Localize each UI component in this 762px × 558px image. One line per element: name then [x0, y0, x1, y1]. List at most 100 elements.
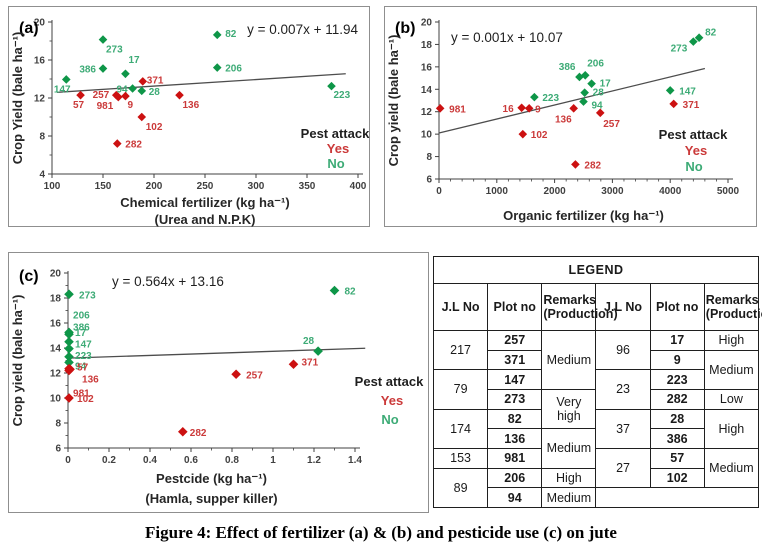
point-label-9: 9 — [127, 100, 133, 111]
point-label-28: 28 — [593, 88, 605, 99]
point-label-28: 28 — [303, 336, 315, 347]
plot-cell: 257 — [487, 330, 543, 351]
point-label-94: 94 — [75, 361, 87, 372]
point-label-94: 94 — [592, 101, 604, 112]
y-tick-label: 6 — [55, 444, 61, 455]
point-147 — [64, 343, 74, 354]
jl-cell: 174 — [432, 408, 489, 449]
legend-title-row: LEGEND — [433, 256, 759, 284]
jl-cell: 37 — [595, 408, 651, 449]
point-9 — [524, 104, 534, 113]
axes — [438, 20, 733, 180]
point-16 — [517, 103, 526, 113]
y-axis-title: Crop Yield (bale ha⁻¹) — [10, 32, 25, 165]
x-tick-label: 350 — [299, 181, 316, 192]
point-label-273: 273 — [106, 45, 123, 56]
x-tick-label: 0.8 — [225, 455, 239, 466]
chart-a-svg: 100 150 200 250 300 350 400 4 8 12 16 20 147 273 386 17… — [10, 18, 370, 228]
x-axis-title: Pestcide (kg ha⁻¹) — [156, 471, 267, 486]
point-28 — [313, 346, 323, 356]
panel-label: (c) — [19, 268, 39, 285]
x-tick-label: 200 — [146, 181, 163, 192]
table-row: 371 9 Medium — [434, 349, 760, 390]
point-102 — [64, 393, 74, 403]
point-273 — [64, 289, 74, 300]
point-371 — [288, 359, 299, 370]
y-tick-label: 14 — [50, 344, 62, 355]
point-257 — [231, 369, 241, 380]
point-label-82: 82 — [705, 28, 717, 39]
point-label-206: 206 — [225, 64, 242, 75]
point-label-223: 223 — [75, 351, 92, 362]
pest-legend-no: No — [685, 159, 702, 174]
header-plot-no-right: Plot no — [649, 283, 705, 331]
x-axis-subtitle: (Hamla, supper killer) — [145, 491, 277, 506]
x-tick-label: 400 — [350, 181, 367, 192]
point-147 — [665, 86, 675, 95]
y-tick-label: 12 — [34, 94, 46, 105]
table-row: 89 206 High 102 — [432, 467, 759, 509]
remarks-cell: Very high — [541, 388, 597, 430]
point-273 — [689, 37, 698, 46]
jl-cell: 79 — [432, 369, 489, 410]
point-label-102: 102 — [146, 122, 163, 133]
remarks-cell: Medium — [541, 330, 597, 390]
header-jl-no-left: J.L No — [432, 283, 489, 331]
point-label-386: 386 — [559, 62, 576, 73]
jl-cell: 89 — [432, 467, 489, 509]
x-tick-label: 300 — [248, 181, 265, 192]
pest-legend-yes: Yes — [381, 393, 403, 408]
point-label-223: 223 — [542, 93, 559, 104]
point-386 — [64, 329, 74, 340]
point-28 — [580, 88, 589, 97]
point-label-147: 147 — [679, 86, 696, 97]
point-102 — [518, 129, 528, 139]
point-label-9: 9 — [535, 104, 541, 115]
y-tick-label: 16 — [34, 56, 46, 67]
point-223 — [64, 351, 74, 362]
plot-cell: 223 — [649, 369, 705, 390]
y-tick-label: 16 — [421, 62, 433, 73]
axes — [51, 20, 363, 175]
x-axis-title: Chemical fertilizer (kg ha⁻¹) — [120, 195, 289, 210]
pest-legend-no: No — [327, 156, 344, 171]
point-371 — [138, 77, 148, 86]
point-386 — [98, 64, 108, 73]
table-row: 153 981 27 57 Medium — [432, 447, 760, 489]
chart-panel-a: 100 150 200 250 300 350 400 4 8 12 16 20 147 273 386 17… — [8, 6, 370, 227]
point-label-102: 102 — [77, 394, 94, 405]
point-57 — [76, 90, 85, 100]
pest-legend-yes: Yes — [685, 143, 707, 158]
point-136 — [569, 104, 578, 113]
jl-cell: 23 — [595, 369, 651, 410]
pest-legend-title: Pest attack — [355, 374, 424, 389]
trendline — [438, 67, 706, 134]
point-label-17: 17 — [600, 79, 612, 90]
plot-cell: 147 — [487, 369, 543, 390]
x-tick-label: 3000 — [601, 186, 624, 197]
y-axis-title: Crop yield (bale ha⁻¹) — [386, 35, 401, 167]
point-label-136: 136 — [555, 114, 572, 125]
point-94 — [64, 357, 74, 368]
y-tick-label: 16 — [50, 319, 62, 330]
plot-cell: 371 — [487, 349, 543, 371]
point-label-17: 17 — [128, 55, 140, 66]
plot-cell: 9 — [649, 349, 705, 371]
series-yes: 981 16 9 102 136 257 371 282 — [435, 99, 700, 171]
point-981 — [64, 365, 74, 376]
plot-cell: 28 — [649, 408, 705, 430]
point-82 — [329, 285, 340, 296]
point-label-136: 136 — [183, 100, 200, 111]
point-label-273: 273 — [79, 290, 96, 301]
y-axis-title: Crop yield (bale ha⁻¹) — [10, 295, 25, 427]
chart-c-svg: 0 0.2 0.4 0.6 0.8 1 1.2 1.4 6 8 10 12 14 16 18 20 273 206… — [10, 268, 424, 506]
point-label-371: 371 — [683, 100, 700, 111]
x-tick-label: 0.4 — [143, 455, 157, 466]
pest-legend-title: Pest attack — [301, 126, 370, 141]
legend-empty-cell — [595, 487, 759, 508]
chart-panel-b: 0 1000 2000 3000 4000 5000 6 8 10 12 14 16 18 20 223 38… — [384, 6, 757, 227]
